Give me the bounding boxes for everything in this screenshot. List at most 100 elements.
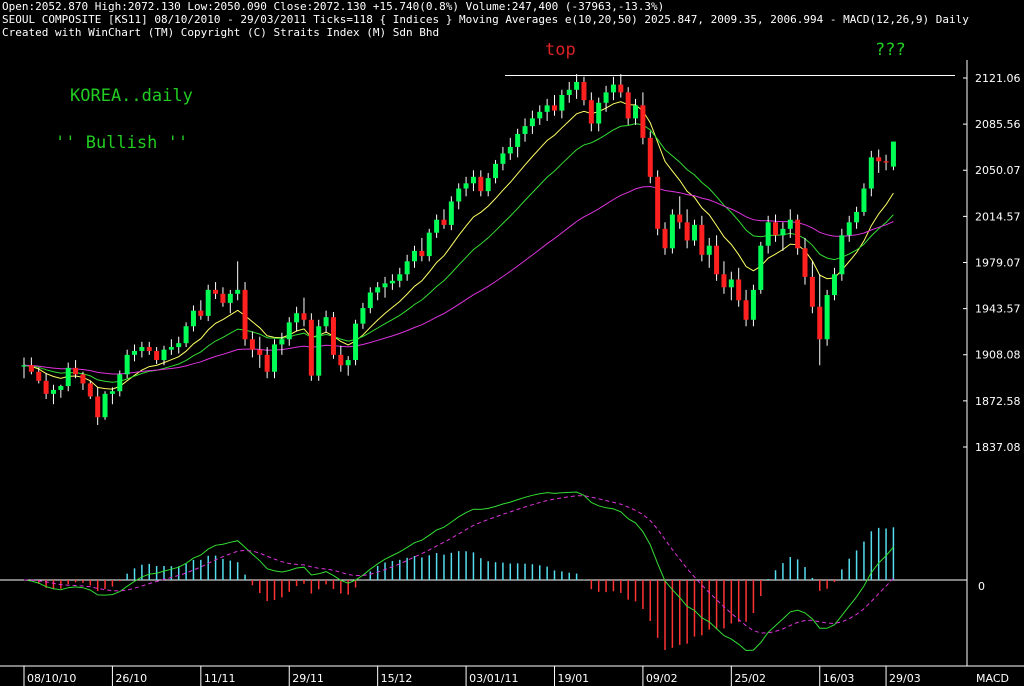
date-tick-label: 11/11: [204, 672, 236, 685]
candle-body: [647, 137, 653, 177]
date-tick-label: 19/01: [557, 672, 589, 685]
candle-body: [736, 279, 742, 301]
candle-body: [714, 245, 720, 275]
candle: [205, 284, 211, 322]
candle-body: [706, 245, 712, 255]
candle-body: [80, 374, 86, 384]
candle: [294, 306, 300, 332]
candle-body: [345, 360, 351, 366]
candle: [397, 267, 403, 288]
candle-body: [360, 308, 366, 324]
candle-body: [132, 350, 138, 355]
candle-body: [691, 224, 697, 241]
candle: [529, 110, 535, 134]
candle-body: [397, 274, 403, 281]
candle-body: [655, 176, 661, 229]
candle: [846, 215, 852, 242]
candle: [316, 319, 322, 381]
candle: [367, 287, 373, 314]
candle-body: [43, 380, 49, 394]
candle: [765, 215, 771, 254]
candle-body: [456, 188, 462, 202]
candle-body: [839, 235, 845, 275]
annotation-top: top: [545, 40, 576, 60]
candle-body: [625, 92, 631, 119]
candle: [80, 371, 86, 390]
candle: [353, 319, 359, 366]
candle-body: [139, 347, 145, 351]
candle-body: [146, 347, 152, 351]
date-tick-label: 29/03: [889, 672, 921, 685]
candle-body: [765, 222, 771, 246]
candle-body: [721, 274, 727, 288]
candle-body: [485, 178, 491, 192]
candle-body: [662, 228, 668, 249]
candle-body: [412, 250, 418, 262]
candle-body: [493, 163, 499, 179]
candle: [839, 228, 845, 281]
candle-body: [640, 105, 646, 138]
candle: [854, 206, 860, 229]
candle: [308, 313, 314, 381]
candle: [249, 331, 255, 358]
candle-body: [87, 383, 93, 397]
candle-body: [633, 105, 639, 119]
candle-body: [795, 219, 801, 249]
moving-average-10: [23, 101, 894, 390]
candle: [95, 387, 101, 426]
candle: [227, 289, 233, 314]
candle-body: [854, 211, 860, 223]
date-tick-label: 29/11: [292, 672, 324, 685]
candle: [264, 347, 270, 379]
candle-body: [36, 371, 42, 381]
candle: [743, 289, 749, 327]
candle: [382, 276, 388, 298]
candle: [286, 317, 292, 346]
candle-body: [323, 317, 329, 327]
candle: [522, 118, 528, 142]
candle: [21, 357, 27, 379]
candle-body: [353, 323, 359, 361]
candle-body: [610, 84, 616, 93]
copyright-line: Created with WinChart (TM) Copyright (C)…: [2, 26, 440, 39]
candle: [330, 311, 336, 359]
candle: [470, 170, 476, 192]
candle-body: [176, 343, 182, 348]
candle: [360, 302, 366, 329]
candle: [728, 271, 734, 301]
candle: [50, 384, 56, 405]
candle: [132, 344, 138, 362]
candle-body: [316, 326, 322, 376]
candle: [588, 92, 594, 132]
candle: [758, 241, 764, 294]
date-tick-label: 08/10/10: [27, 672, 76, 685]
candle: [721, 261, 727, 294]
candle-body: [463, 183, 469, 189]
candle-body: [559, 94, 565, 111]
candle: [706, 237, 712, 268]
candle-body: [787, 219, 793, 229]
candle-body: [890, 141, 896, 167]
candle-body: [330, 317, 336, 355]
candle: [146, 341, 152, 355]
candle: [714, 235, 720, 281]
macd-signal-line: [23, 495, 894, 634]
annotation-bullish: '' Bullish '': [55, 133, 189, 153]
candle-body: [728, 279, 734, 288]
candle-body: [375, 287, 381, 293]
candle-body: [242, 289, 248, 340]
candle-body: [257, 349, 263, 355]
candle: [824, 289, 830, 346]
candle: [691, 219, 697, 246]
candle: [551, 94, 557, 116]
moving-average-20: [23, 123, 894, 383]
candle: [375, 282, 381, 301]
candle-body: [507, 146, 513, 154]
candle-body: [448, 201, 454, 225]
candle-body: [426, 232, 432, 257]
candle: [323, 310, 329, 333]
candle-body: [264, 354, 270, 372]
candle: [662, 222, 668, 255]
macd-panel: [0, 491, 967, 652]
candle: [640, 92, 646, 145]
